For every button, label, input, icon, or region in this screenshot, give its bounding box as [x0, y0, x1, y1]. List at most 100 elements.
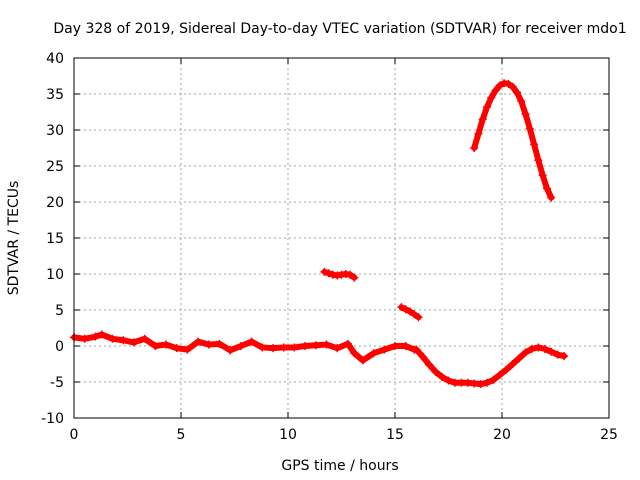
data-point: [290, 343, 299, 352]
y-tick-label: 40: [46, 51, 64, 67]
data-point: [397, 303, 406, 312]
data-point: [534, 343, 543, 352]
data-point: [119, 336, 128, 345]
series-segment-short-arc-15h: [397, 303, 423, 322]
y-tick-label: 30: [46, 123, 64, 139]
data-point: [495, 370, 504, 379]
x-axis-label: GPS time / hours: [281, 458, 398, 474]
data-point: [80, 334, 89, 343]
data-point: [401, 305, 410, 314]
series-line: [413, 344, 568, 388]
data-point: [391, 342, 399, 350]
data-point: [538, 171, 547, 180]
y-tick-label: -5: [50, 375, 64, 391]
data-point: [333, 344, 342, 353]
data-point: [491, 86, 500, 95]
data-point: [495, 81, 504, 90]
data-point: [350, 349, 359, 358]
data-point: [542, 184, 551, 193]
data-point: [258, 343, 267, 352]
plot-frame: [73, 57, 610, 419]
data-point: [226, 346, 235, 355]
data-point: [530, 140, 539, 149]
data-point: [483, 378, 492, 387]
data-point: [547, 193, 556, 202]
y-axis-label: SDTVAR / TECUs: [6, 181, 22, 296]
data-point: [431, 367, 440, 376]
data-point: [540, 344, 549, 353]
data-point: [279, 343, 288, 352]
data-point: [474, 129, 483, 138]
x-tick-label: 25: [600, 427, 618, 443]
data-point: [162, 340, 171, 349]
data-point: [504, 79, 513, 88]
data-point: [194, 337, 203, 346]
data-point: [311, 341, 320, 350]
y-tick-label: 15: [46, 231, 64, 247]
x-tick-label: 0: [70, 427, 79, 443]
data-point: [527, 344, 536, 353]
data-point: [508, 360, 517, 368]
data-point: [470, 144, 479, 152]
data-point: [183, 345, 192, 354]
data-point: [129, 338, 138, 347]
data-point: [412, 345, 421, 354]
x-tick-label: 20: [493, 427, 511, 443]
data-point: [476, 380, 485, 389]
series-segment-short-arc-12h: [320, 267, 359, 282]
data-point: [140, 334, 149, 343]
data-point: [478, 115, 487, 124]
data-point: [320, 267, 329, 276]
data-point: [508, 82, 517, 91]
data-point: [236, 342, 245, 350]
data-point: [324, 269, 333, 278]
series-segment-baseline-0-15h: [70, 330, 419, 365]
data-point: [358, 356, 367, 365]
y-tick-label: 5: [55, 303, 64, 319]
series-segment-dip-and-recovery: [412, 343, 569, 389]
data-point: [247, 337, 256, 346]
data-point: [269, 344, 278, 353]
data-point: [487, 93, 496, 102]
chart-title: Day 328 of 2019, Sidereal Day-to-day VTE…: [53, 21, 626, 37]
data-point: [521, 348, 530, 357]
data-point: [525, 124, 534, 133]
grid-lines: [74, 58, 609, 418]
data-point: [301, 342, 310, 350]
data-point: [172, 344, 181, 353]
data-point: [215, 339, 224, 348]
data-point: [534, 156, 543, 165]
data-point: [444, 376, 453, 385]
data-point: [418, 352, 427, 361]
data-points: [70, 79, 569, 389]
data-point: [380, 345, 389, 354]
data-point: [405, 307, 414, 316]
data-point: [425, 360, 434, 369]
data-point: [350, 273, 359, 282]
data-point: [346, 270, 355, 279]
data-point: [91, 332, 100, 341]
data-point: [414, 313, 423, 322]
data-point: [515, 354, 524, 363]
y-axis-ticks: -10 -5 0 5 10 15 20 25 30 35 40: [41, 51, 609, 427]
data-point: [483, 102, 492, 111]
x-tick-label: 10: [279, 427, 297, 443]
data-point: [547, 347, 556, 356]
data-point: [322, 340, 331, 349]
y-tick-label: -10: [41, 411, 64, 427]
series-line: [471, 80, 555, 201]
data-point: [410, 310, 419, 319]
y-tick-label: 35: [46, 87, 64, 103]
data-point: [97, 330, 106, 339]
data-point: [204, 340, 213, 349]
data-point: [369, 349, 378, 358]
data-point: [343, 339, 352, 348]
x-tick-label: 15: [386, 427, 404, 443]
data-point: [108, 334, 117, 343]
series-segment-arc-19-22h: [470, 79, 556, 202]
data-point: [517, 97, 526, 106]
y-tick-label: 0: [55, 339, 64, 355]
data-point: [401, 342, 410, 350]
